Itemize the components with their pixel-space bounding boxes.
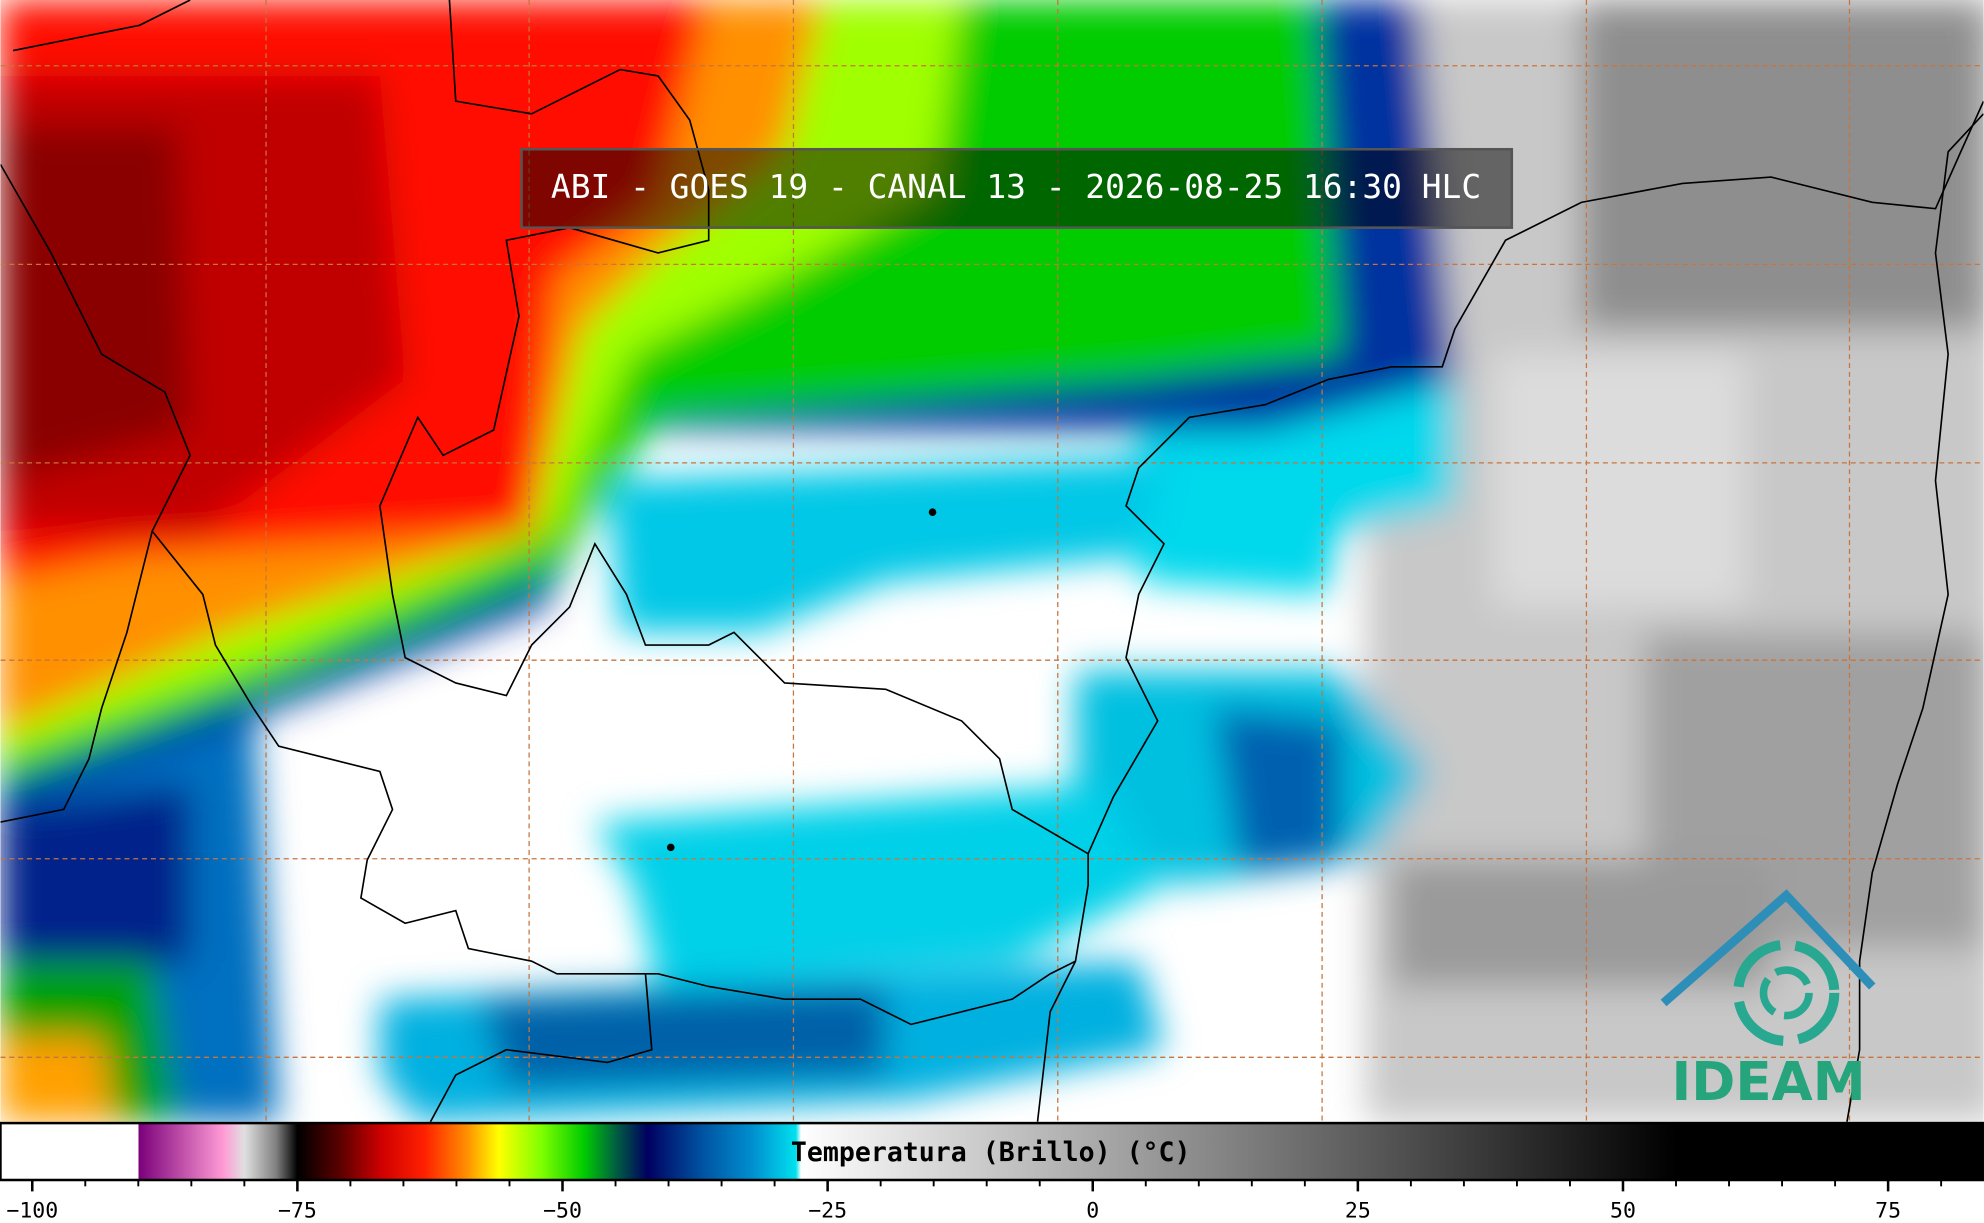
tick-label: 75 xyxy=(1875,1199,1901,1223)
colorbar-axis: −100 −75 −50 −25 0 25 50 75 xyxy=(6,1179,1943,1223)
title-box xyxy=(520,147,1514,229)
colorbar xyxy=(0,1121,1984,1182)
tick-label: −25 xyxy=(808,1199,847,1223)
tick-label: 50 xyxy=(1610,1199,1636,1223)
logo-text: IDEAM xyxy=(1672,1051,1866,1113)
colorbar-label: Temperatura (Brillo) (°C) xyxy=(791,1137,1191,1168)
tick-label: 25 xyxy=(1345,1199,1371,1223)
tick-label: 0 xyxy=(1086,1199,1099,1223)
tick-label: −50 xyxy=(543,1199,582,1223)
tick-label: −75 xyxy=(278,1199,317,1223)
logo: IDEAM xyxy=(1660,889,1876,1113)
graticule xyxy=(0,0,1984,1122)
tick-label: −100 xyxy=(6,1199,58,1223)
title: ABI - GOES 19 - CANAL 13 - 2026-08-25 16… xyxy=(551,167,1481,206)
